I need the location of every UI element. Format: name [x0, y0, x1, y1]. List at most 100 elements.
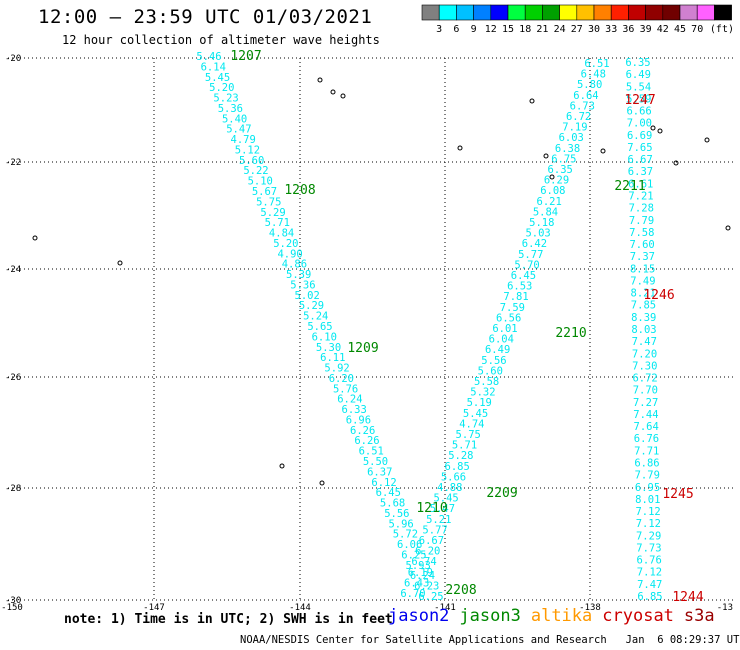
swh-value: 7.47: [632, 336, 657, 348]
swh-value: 7.27: [633, 397, 658, 409]
swh-value: 5.32: [470, 387, 495, 399]
swh-value: 4.84: [269, 228, 294, 240]
swh-value: 5.47: [430, 503, 455, 515]
swh-value: 6.24: [410, 570, 435, 582]
swh-value: 5.23: [213, 93, 238, 105]
lat-tick-label: -26: [5, 373, 21, 383]
swh-value: 5.93: [406, 560, 431, 572]
swh-value: 5.58: [474, 376, 499, 388]
swh-value: 4.86: [282, 259, 307, 271]
swh-value: 6.04: [489, 334, 514, 346]
swh-value: 6.51: [359, 446, 384, 458]
swh-value: 7.65: [627, 142, 652, 154]
swh-value: 6.95: [635, 482, 660, 494]
swh-value: 5.46: [196, 51, 221, 63]
pass-time-label: 1247: [624, 93, 655, 108]
swh-value: 6.26: [350, 425, 375, 437]
island: [600, 148, 606, 154]
swh-value: 5.66: [441, 471, 466, 483]
swh-value: 5.56: [384, 508, 409, 520]
swh-value: 7.12: [635, 506, 660, 518]
legend-label: 3: [436, 24, 442, 35]
swh-value: 6.74: [411, 556, 436, 568]
swh-value: 4.79: [231, 134, 256, 146]
swh-value: 6.24: [337, 394, 362, 406]
satellite-jason2: jason2: [388, 606, 450, 626]
swh-value: 7.12: [636, 518, 661, 530]
lon-tick-label: -138: [579, 603, 601, 613]
swh-value: 7.30: [632, 360, 657, 372]
lon-tick-label: -141: [434, 603, 456, 613]
swh-value: 7.79: [635, 470, 660, 482]
swh-value: 6.72: [566, 111, 591, 123]
island: [725, 225, 731, 231]
swh-value: 7.37: [630, 251, 655, 263]
swh-value: 6.53: [507, 281, 532, 293]
swh-value: 5.72: [393, 529, 418, 541]
swh-value: 5.75: [256, 196, 281, 208]
swh-value: 6.56: [496, 312, 521, 324]
swh-value: 7.19: [562, 122, 587, 134]
swh-value: 6.35: [548, 164, 573, 176]
swh-value: 5.59: [626, 93, 651, 105]
swh-value: 5.75: [456, 429, 481, 441]
island: [319, 480, 325, 486]
swh-value: 5.80: [577, 79, 602, 91]
island: [340, 93, 346, 99]
island: [657, 128, 663, 134]
swh-value: 5.40: [222, 113, 247, 125]
page-title: 12:00 – 23:59 UTC 01/03/2021: [38, 6, 373, 28]
swh-value: 6.76: [634, 433, 659, 445]
lat-tick-label: -28: [5, 484, 21, 494]
swh-value: 4.88: [437, 482, 462, 494]
swh-value: 5.71: [452, 440, 477, 452]
swh-value: 7.12: [637, 567, 662, 579]
swh-value: 6.45: [511, 270, 536, 282]
pass-time-label: 2210: [555, 326, 586, 341]
swh-value: 5.20: [209, 82, 234, 94]
swh-value: 6.51: [584, 58, 609, 70]
pass-time-label: 1207: [230, 49, 261, 64]
swh-value: 6.49: [626, 69, 651, 81]
swh-value: 5.68: [380, 498, 405, 510]
swh-value: 5.65: [307, 321, 332, 333]
swh-value: 6.37: [628, 166, 653, 178]
satellite-s3a: s3a: [683, 606, 715, 626]
island: [32, 235, 38, 241]
swh-value: 6.67: [419, 535, 444, 547]
swh-value: 7.20: [632, 348, 657, 360]
note-text: note: 1) Time is in UTC; 2) SWH is in fe…: [64, 612, 393, 627]
swh-value: 6.85: [637, 591, 662, 603]
swh-value: 5.76: [333, 383, 358, 395]
swh-value: 5.60: [478, 365, 503, 377]
swh-value: 5.30: [316, 342, 341, 354]
lat-tick-label: -30: [5, 596, 21, 606]
swh-value: 5.70: [514, 259, 539, 271]
pass-time-label: 1208: [284, 183, 315, 198]
legend-label: 12: [485, 24, 497, 35]
swh-value: 6.72: [632, 373, 657, 385]
swh-value: 6.49: [485, 344, 510, 356]
legend-label: 30: [588, 24, 600, 35]
satellite-key: jason2 jason3 altika cryosat s3a: [388, 606, 725, 626]
swh-value: 7.71: [634, 445, 659, 457]
pass-time-label: 1209: [347, 341, 378, 356]
legend-label: 15: [502, 24, 514, 35]
swh-value: 4.74: [459, 418, 484, 430]
legend-swatch: [714, 4, 732, 21]
credit-text: NOAA/NESDIS Center for Satellite Applica…: [240, 634, 740, 646]
lat-tick-label: -24: [5, 265, 21, 275]
swh-value: 7.29: [636, 530, 661, 542]
swh-value: 6.76: [637, 555, 662, 567]
legend-label: 27: [571, 24, 583, 35]
satellite-altika: altika: [530, 606, 593, 626]
pass-time-label: 2211: [614, 179, 645, 194]
lon-tick-label: -13: [717, 603, 733, 613]
pass-time-label: 1210: [416, 501, 447, 516]
swh-value: 7.64: [634, 421, 659, 433]
pass-time-label: 2208: [445, 583, 476, 598]
swh-value: 6.01: [492, 323, 517, 335]
swh-value: 5.29: [260, 207, 285, 219]
swh-value: 6.85: [445, 461, 470, 473]
swh-value: 8.03: [631, 324, 656, 336]
